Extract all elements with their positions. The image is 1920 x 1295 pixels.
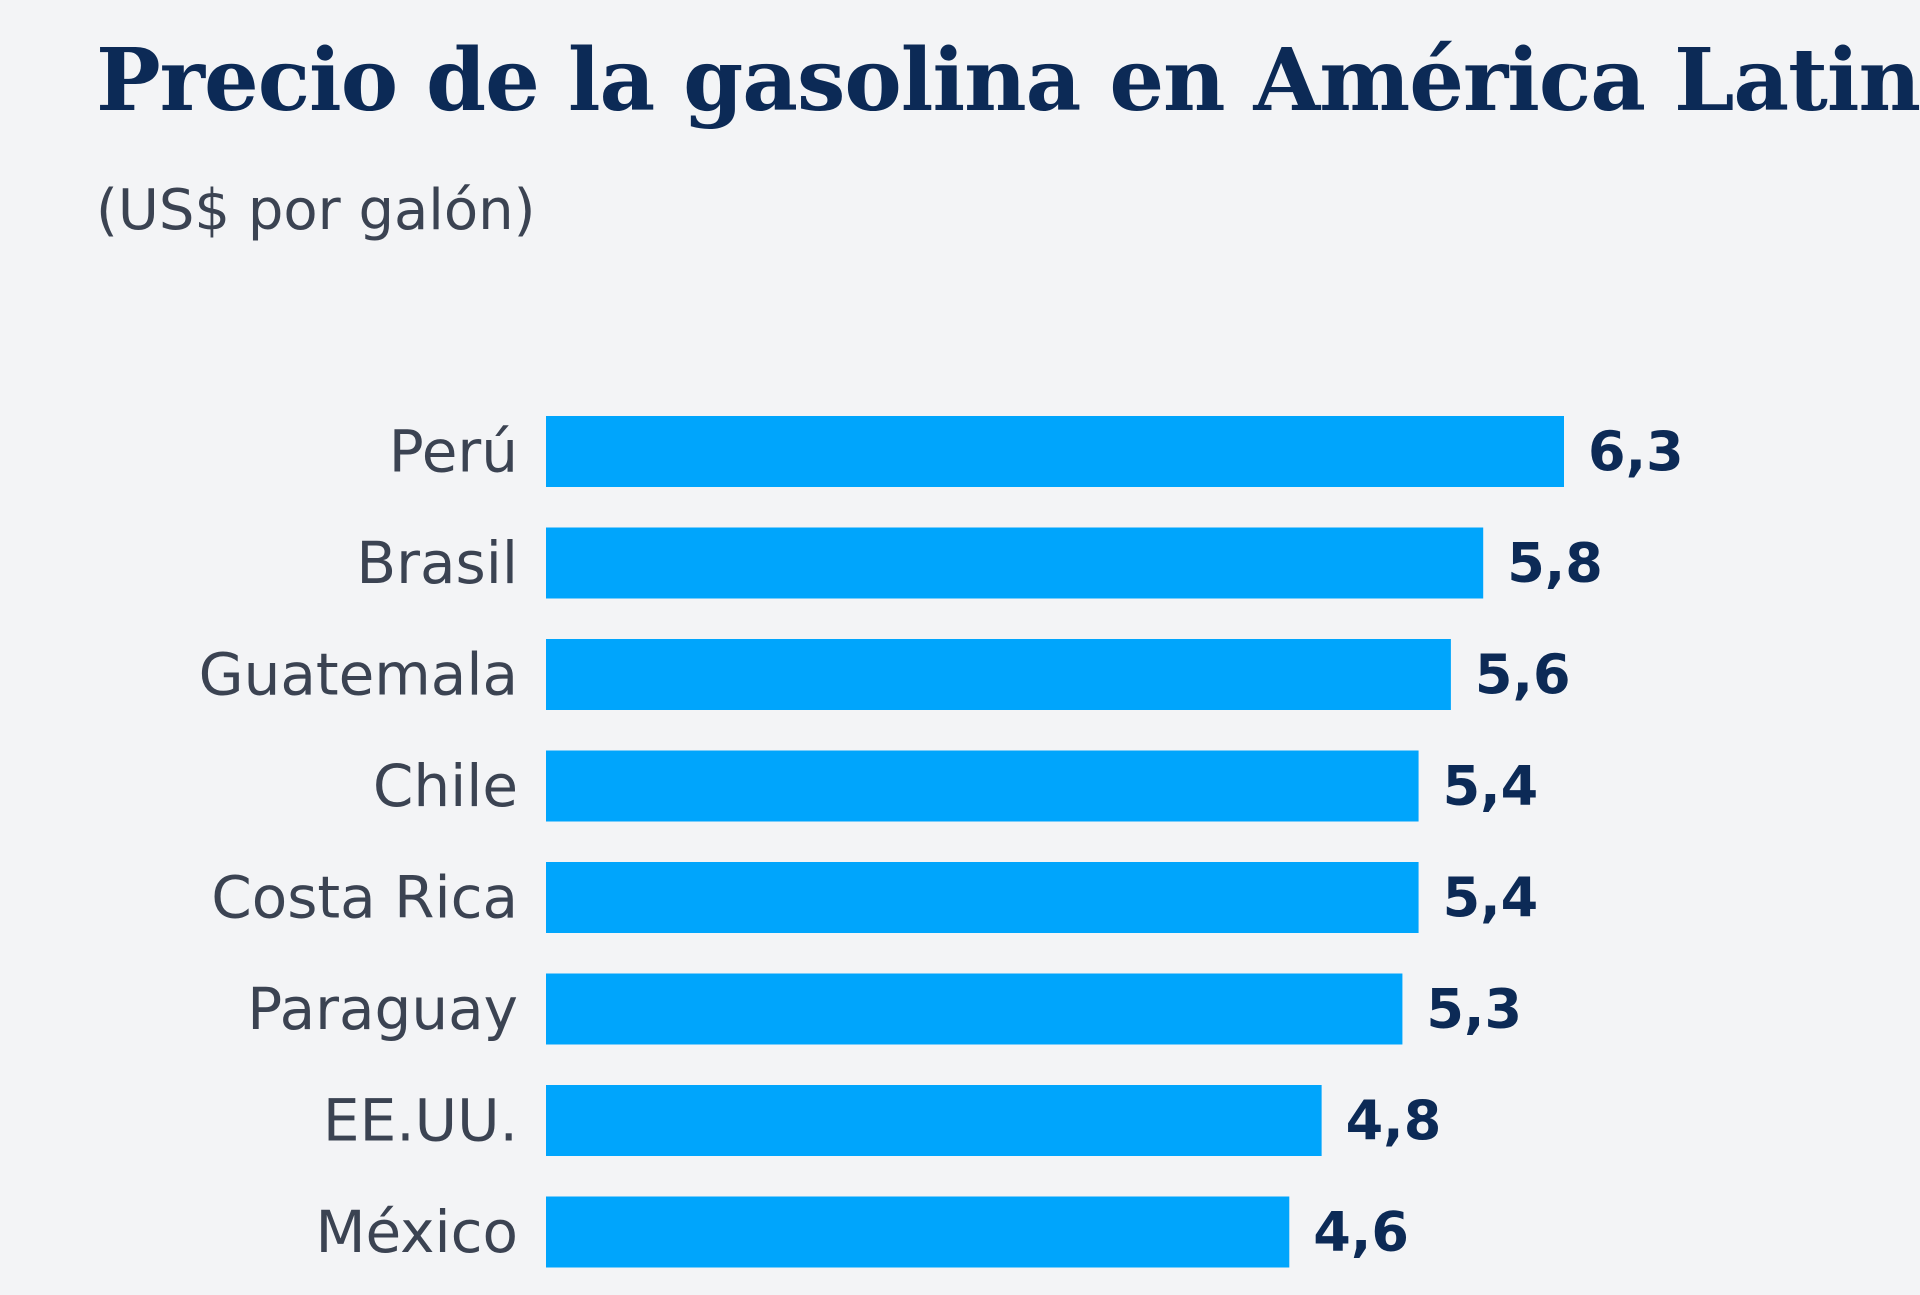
bar-1: [546, 527, 1484, 599]
category-label-6: EE.UU.: [323, 1087, 518, 1155]
bar-2: [546, 639, 1451, 710]
value-label-6: 4,8: [1346, 1089, 1442, 1152]
bar-4: [546, 862, 1419, 933]
value-label-5: 5,3: [1426, 978, 1522, 1041]
value-label-7: 4,6: [1313, 1201, 1409, 1264]
category-label-7: México: [315, 1198, 518, 1266]
value-label-4: 5,4: [1443, 866, 1539, 929]
chart-title: Precio de la gasolina en América Latina: [96, 30, 1920, 131]
category-label-5: Paraguay: [247, 975, 518, 1043]
category-label-2: Guatemala: [199, 641, 518, 709]
bar-5: [546, 973, 1403, 1045]
value-label-1: 5,8: [1507, 532, 1603, 595]
category-label-0: Perú: [389, 418, 518, 486]
bar-6: [546, 1085, 1322, 1156]
category-label-3: Chile: [373, 752, 518, 820]
bar-7: [546, 1196, 1290, 1268]
value-label-3: 5,4: [1443, 755, 1539, 818]
category-label-1: Brasil: [356, 529, 518, 597]
bar-3: [546, 750, 1419, 822]
chart-subtitle: (US$ por galón): [96, 178, 536, 243]
value-label-2: 5,6: [1475, 643, 1571, 706]
category-label-4: Costa Rica: [211, 864, 518, 932]
value-label-0: 6,3: [1588, 420, 1684, 483]
bar-0: [546, 416, 1564, 487]
